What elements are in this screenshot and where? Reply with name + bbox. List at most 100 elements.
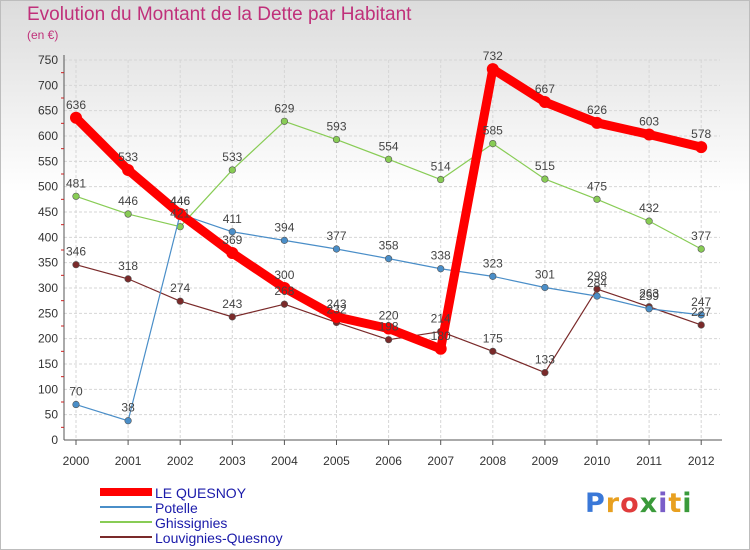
data-labels: 636 533 446 369 300 243 220 180 732 667 626 603 578 7… <box>66 49 712 415</box>
data-point <box>541 175 549 183</box>
logo-letter: i <box>658 488 669 519</box>
data-point <box>697 321 705 329</box>
logo-letter: i <box>682 488 693 519</box>
y-tick-label: 500 <box>38 180 58 194</box>
data-label: 243 <box>326 297 346 311</box>
legend-swatch <box>100 521 152 523</box>
data-point <box>591 116 603 129</box>
data-label: 636 <box>66 98 86 112</box>
data-label: 133 <box>535 353 555 367</box>
data-point <box>489 272 497 280</box>
y-tick-label: 200 <box>38 332 58 346</box>
x-tick-label: 2002 <box>167 454 194 468</box>
data-point <box>176 297 184 305</box>
data-point <box>645 305 653 313</box>
data-point <box>226 247 239 260</box>
y-tick-label: 0 <box>51 433 58 447</box>
data-label: 394 <box>274 220 294 234</box>
data-label: 175 <box>483 331 503 345</box>
data-label: 578 <box>691 127 711 141</box>
y-tick-label: 400 <box>38 230 58 244</box>
legend-label: LE QUESNOY <box>155 485 247 501</box>
x-tick-label: 2001 <box>115 454 142 468</box>
data-point <box>124 210 132 218</box>
data-point <box>332 245 341 253</box>
y-tick-label: 700 <box>38 78 58 92</box>
data-label: 667 <box>535 82 555 96</box>
data-label: 318 <box>118 259 138 273</box>
series-lines <box>70 63 708 425</box>
data-label: 533 <box>222 150 242 164</box>
y-tick-label: 450 <box>38 205 58 219</box>
chart-subtitle: (en €) <box>27 28 59 42</box>
data-point <box>228 228 236 236</box>
data-point <box>124 275 132 283</box>
grid-lines <box>64 59 720 441</box>
data-label: 180 <box>431 329 451 343</box>
y-tick-label: 50 <box>45 408 59 422</box>
data-label: 243 <box>222 297 242 311</box>
x-tick-label: 2007 <box>427 454 454 468</box>
y-tick-label: 100 <box>38 382 58 396</box>
x-tick-label: 2011 <box>636 454 662 468</box>
data-point <box>280 300 289 308</box>
logo-letter: t <box>668 488 683 519</box>
data-point <box>228 166 236 174</box>
data-label: 358 <box>379 239 399 253</box>
data-point <box>538 96 551 109</box>
y-tick-label: 750 <box>38 53 58 67</box>
x-tick-label: 2005 <box>323 454 350 468</box>
x-tick-label: 2004 <box>271 454 298 468</box>
data-label: 377 <box>691 229 711 243</box>
data-label: 323 <box>483 256 503 270</box>
chart-title: Evolution du Montant de la Dette par Hab… <box>27 4 412 25</box>
data-label: 214 <box>431 312 451 326</box>
data-label: 533 <box>118 150 138 164</box>
data-label: 38 <box>121 401 135 415</box>
data-label: 247 <box>691 295 711 309</box>
x-tick-label: 2008 <box>479 454 506 468</box>
y-tick-label: 600 <box>38 129 58 143</box>
data-label: 446 <box>118 194 138 208</box>
y-tick-label: 150 <box>38 357 58 371</box>
data-point <box>593 195 601 203</box>
data-label: 259 <box>639 289 659 303</box>
logo-letter: r <box>605 488 621 519</box>
x-tick-label: 2009 <box>532 454 559 468</box>
data-point <box>385 255 393 263</box>
data-point <box>695 141 708 154</box>
data-label: 446 <box>170 194 190 208</box>
data-point <box>593 292 601 300</box>
y-tick-label: 300 <box>38 281 58 295</box>
data-label: 268 <box>274 284 294 298</box>
data-label: 369 <box>222 233 242 247</box>
x-tick-label: 2000 <box>63 454 90 468</box>
data-point <box>385 155 393 163</box>
data-label: 432 <box>639 201 659 215</box>
data-label: 585 <box>483 124 503 138</box>
data-label: 554 <box>379 139 399 153</box>
data-label: 300 <box>274 268 294 282</box>
data-label: 198 <box>379 320 399 334</box>
data-point <box>278 282 291 294</box>
data-label: 346 <box>66 245 86 259</box>
y-tick-label: 550 <box>38 154 58 168</box>
data-label: 301 <box>535 267 555 281</box>
data-label: 411 <box>223 212 242 226</box>
data-point <box>122 163 135 176</box>
data-label: 475 <box>587 179 607 193</box>
data-label: 377 <box>326 229 346 243</box>
data-point <box>280 117 289 125</box>
data-point <box>541 283 549 292</box>
data-label: 263 <box>639 287 659 301</box>
data-label: 284 <box>587 276 607 290</box>
data-point <box>643 128 656 141</box>
data-point <box>174 208 187 221</box>
logo-letter: o <box>620 488 640 519</box>
data-label: 338 <box>431 249 451 263</box>
data-label: 629 <box>274 101 294 115</box>
x-tick-label: 2010 <box>584 454 611 468</box>
y-tick-label: 250 <box>38 306 58 320</box>
logo-letter: x <box>639 488 659 519</box>
data-point <box>489 140 497 148</box>
